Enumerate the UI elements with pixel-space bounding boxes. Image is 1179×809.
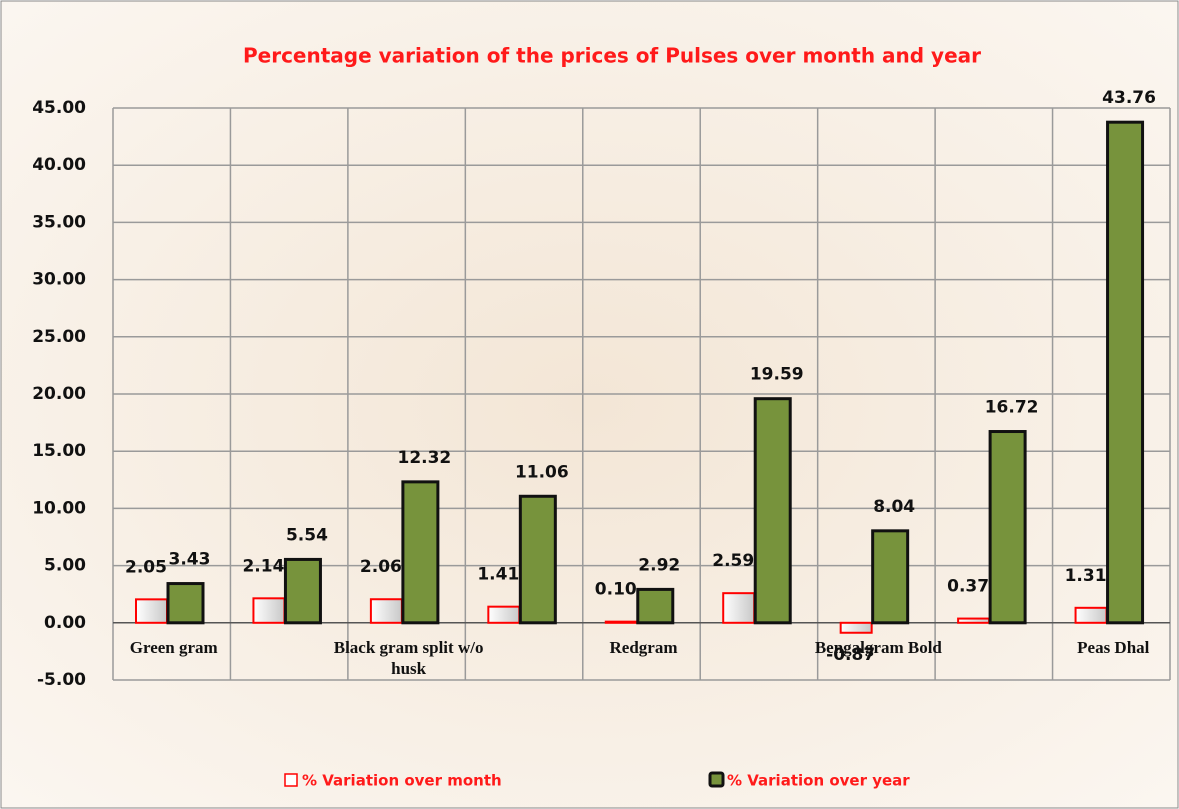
bar-year — [518, 494, 557, 625]
value-label-month: 2.06 — [360, 557, 402, 577]
value-label-month: 2.14 — [242, 556, 284, 576]
bar-year — [166, 582, 205, 625]
value-label-year: 19.59 — [750, 365, 804, 385]
y-tick-label: 15.00 — [32, 441, 86, 461]
legend-swatch — [284, 773, 298, 787]
value-label-year: 3.43 — [169, 550, 211, 570]
bar-month — [604, 620, 638, 624]
legend-label: % Variation over month — [302, 772, 502, 790]
x-tick-label: Bengalgram Bold — [814, 637, 942, 657]
value-label-year: 2.92 — [638, 555, 680, 575]
value-label-month: 0.10 — [595, 580, 637, 600]
value-label-year: 12.32 — [397, 448, 451, 468]
bar-year — [753, 397, 792, 625]
y-tick-label: 30.00 — [32, 270, 86, 290]
bar-year — [1106, 120, 1145, 625]
bar-year — [401, 480, 440, 625]
bar-month — [839, 621, 873, 634]
value-label-year: 5.54 — [286, 525, 328, 545]
bar-year — [871, 529, 910, 625]
value-label-year: 8.04 — [873, 497, 915, 517]
y-tick-label: 10.00 — [32, 498, 86, 518]
value-label-month: 2.05 — [125, 557, 167, 577]
value-label-year: 43.76 — [1102, 88, 1156, 108]
y-tick-label: 0.00 — [44, 613, 86, 633]
bar-month — [135, 598, 168, 624]
y-tick-label: -5.00 — [37, 670, 86, 690]
bar-year — [988, 430, 1027, 625]
value-label-month: -0.87 — [826, 645, 875, 665]
x-tick-label: Redgram — [609, 637, 678, 657]
x-tick-label: Green gram — [129, 637, 218, 657]
value-label-month: 1.31 — [1065, 566, 1107, 586]
value-label-year: 16.72 — [985, 398, 1039, 418]
chart-title: Percentage variation of the prices of Pu… — [243, 44, 981, 68]
y-tick-label: 45.00 — [32, 98, 86, 118]
bar-month — [369, 598, 403, 624]
value-label-month: 0.37 — [947, 577, 989, 597]
x-tick-label: Peas Dhal — [1077, 637, 1150, 657]
value-label-month: 2.59 — [712, 551, 754, 571]
legend-label: % Variation over year — [727, 772, 910, 790]
y-tick-label: 25.00 — [32, 327, 86, 347]
bar-month — [957, 617, 991, 624]
y-tick-label: 40.00 — [32, 155, 86, 175]
legend-swatch — [708, 771, 725, 788]
bar-month — [487, 605, 521, 624]
bar-year — [283, 557, 322, 625]
value-label-year: 11.06 — [515, 462, 569, 482]
x-tick-label: Black gram split w/o husk — [333, 637, 484, 678]
bar-month — [1074, 606, 1108, 624]
bar-year — [636, 587, 675, 625]
bar-month — [722, 592, 756, 624]
y-tick-label: 5.00 — [44, 556, 86, 576]
value-label-month: 1.41 — [477, 565, 519, 585]
bar-month — [252, 597, 286, 624]
y-tick-label: 20.00 — [32, 384, 86, 404]
y-tick-label: 35.00 — [32, 212, 86, 232]
